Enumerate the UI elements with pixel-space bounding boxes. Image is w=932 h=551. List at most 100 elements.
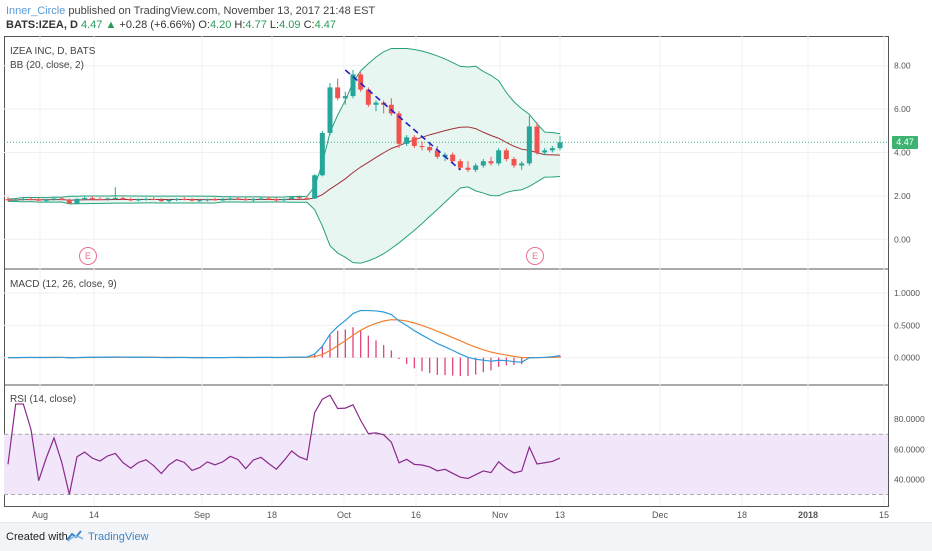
- candle-body: [227, 198, 233, 200]
- candle-body: [235, 198, 241, 200]
- tradingview-logo-icon: [66, 530, 84, 542]
- last-price: 4.47: [80, 19, 103, 31]
- macd-indicator-label[interactable]: MACD (12, 26, close, 9): [10, 279, 117, 290]
- candle-body: [488, 161, 494, 164]
- macd-axis-label: 0.0000: [894, 353, 920, 363]
- price-axis-label: 4.00: [894, 148, 911, 158]
- candle-body: [511, 159, 517, 166]
- candle-body: [427, 147, 433, 151]
- candle-body: [20, 198, 26, 200]
- plot-border: [4, 36, 889, 507]
- price-axis-label: 2.00: [894, 191, 911, 201]
- candle-body: [289, 197, 295, 199]
- chart-svg[interactable]: Aug 14 Sep 18 Oct 16 Nov 13 Dec 18 2018 15 8.00 6.00 4…: [4, 36, 928, 520]
- published-text: published on TradingView.com, November 1…: [68, 5, 376, 17]
- candle-body: [335, 87, 341, 99]
- chart-header: Inner_Circle published on TradingView.co…: [0, 0, 932, 34]
- publish-info: Inner_Circle published on TradingView.co…: [6, 5, 375, 17]
- candle-body: [542, 150, 548, 153]
- candle-body: [66, 199, 72, 204]
- candle-body: [496, 150, 502, 164]
- time-axis-label: 15: [879, 510, 889, 520]
- candle-body: [181, 198, 187, 200]
- candle-body: [396, 113, 402, 144]
- low-value: 4.09: [279, 19, 301, 31]
- chart-area[interactable]: Aug 14 Sep 18 Oct 16 Nov 13 Dec 18 2018 15 8.00 6.00 4…: [4, 36, 928, 520]
- candle-body: [365, 89, 371, 105]
- bb-fill: [8, 48, 560, 264]
- candle-body: [243, 198, 249, 201]
- candle-body: [51, 198, 57, 200]
- rsi-axis-label: 40.0000: [894, 474, 925, 484]
- time-axis-label: 16: [411, 510, 421, 520]
- candle-body: [204, 199, 210, 201]
- price-axis-label: 0.00: [894, 234, 911, 244]
- candle-body: [350, 74, 356, 97]
- bb-lower-band: [7, 176, 561, 264]
- candle-body: [519, 163, 525, 166]
- time-axis-label: 2018: [798, 510, 818, 520]
- time-axis-label: Nov: [492, 510, 509, 520]
- time-axis-label: Sep: [194, 510, 210, 520]
- low-label: L:: [269, 19, 280, 31]
- symbol-ohlc-line: BATS:IZEA, D 4.47 ▲ +0.28 (+6.66%) O:4.2…: [6, 19, 336, 31]
- macd-line: [7, 309, 561, 363]
- open-value: 4.20: [209, 19, 232, 31]
- close-value: 4.47: [314, 19, 336, 31]
- author-link[interactable]: Inner_Circle: [6, 5, 66, 17]
- candle-body: [411, 137, 417, 146]
- candle-body: [250, 198, 256, 201]
- time-axis-label: 18: [737, 510, 747, 520]
- candle-body: [89, 198, 95, 200]
- candle-body: [220, 199, 226, 201]
- price-axis-label: 8.00: [894, 61, 911, 71]
- candle-body: [128, 199, 134, 201]
- macd-axis-label: 0.5000: [894, 320, 920, 330]
- bb-indicator-label[interactable]: BB (20, close, 2): [10, 60, 84, 71]
- candle-body: [503, 150, 509, 160]
- candle-body: [534, 126, 540, 153]
- candle-body: [296, 197, 302, 199]
- candle-body: [151, 198, 157, 200]
- high-value: 4.77: [245, 19, 267, 31]
- rsi-indicator-label[interactable]: RSI (14, close): [10, 394, 77, 405]
- candle-body: [197, 200, 203, 202]
- candle-body: [112, 198, 118, 200]
- candle-body: [304, 198, 310, 200]
- candle-body: [120, 198, 126, 200]
- candle-body: [43, 199, 49, 201]
- candle-body: [473, 165, 479, 170]
- candle-body: [549, 148, 555, 151]
- candle-body: [212, 199, 218, 201]
- candle-body: [174, 198, 180, 200]
- candle-body: [28, 198, 34, 200]
- time-axis-label: 13: [555, 510, 565, 520]
- candle-body: [358, 74, 364, 90]
- candle-body: [5, 199, 11, 201]
- rsi-axis-label: 80.0000: [894, 414, 925, 424]
- candle-body: [281, 198, 287, 201]
- candle-body: [166, 199, 172, 202]
- candle-body: [105, 198, 111, 200]
- candle-body: [258, 198, 264, 200]
- candle-body: [327, 87, 333, 133]
- bb-upper-band: [7, 47, 561, 200]
- open-label: O:: [198, 19, 210, 31]
- time-axis-label: 14: [89, 510, 99, 520]
- symbol-label[interactable]: BATS:IZEA, D: [6, 19, 78, 31]
- candle-body: [480, 161, 486, 166]
- candle-body: [189, 199, 195, 201]
- time-axis-label: Oct: [337, 510, 352, 520]
- candle-body: [59, 198, 65, 200]
- earnings-marker[interactable]: E: [79, 247, 97, 265]
- earnings-marker[interactable]: E: [526, 247, 544, 265]
- candle-body: [82, 198, 88, 200]
- rsi-line: [7, 394, 561, 495]
- candle-body: [97, 198, 103, 200]
- last-price-tag: 4.47: [892, 136, 918, 150]
- created-with-label: Created with: [6, 531, 68, 543]
- tradingview-brand-link[interactable]: TradingView: [88, 531, 149, 543]
- candle-body: [36, 199, 42, 201]
- candle-body: [419, 145, 425, 148]
- candle-body: [342, 96, 348, 99]
